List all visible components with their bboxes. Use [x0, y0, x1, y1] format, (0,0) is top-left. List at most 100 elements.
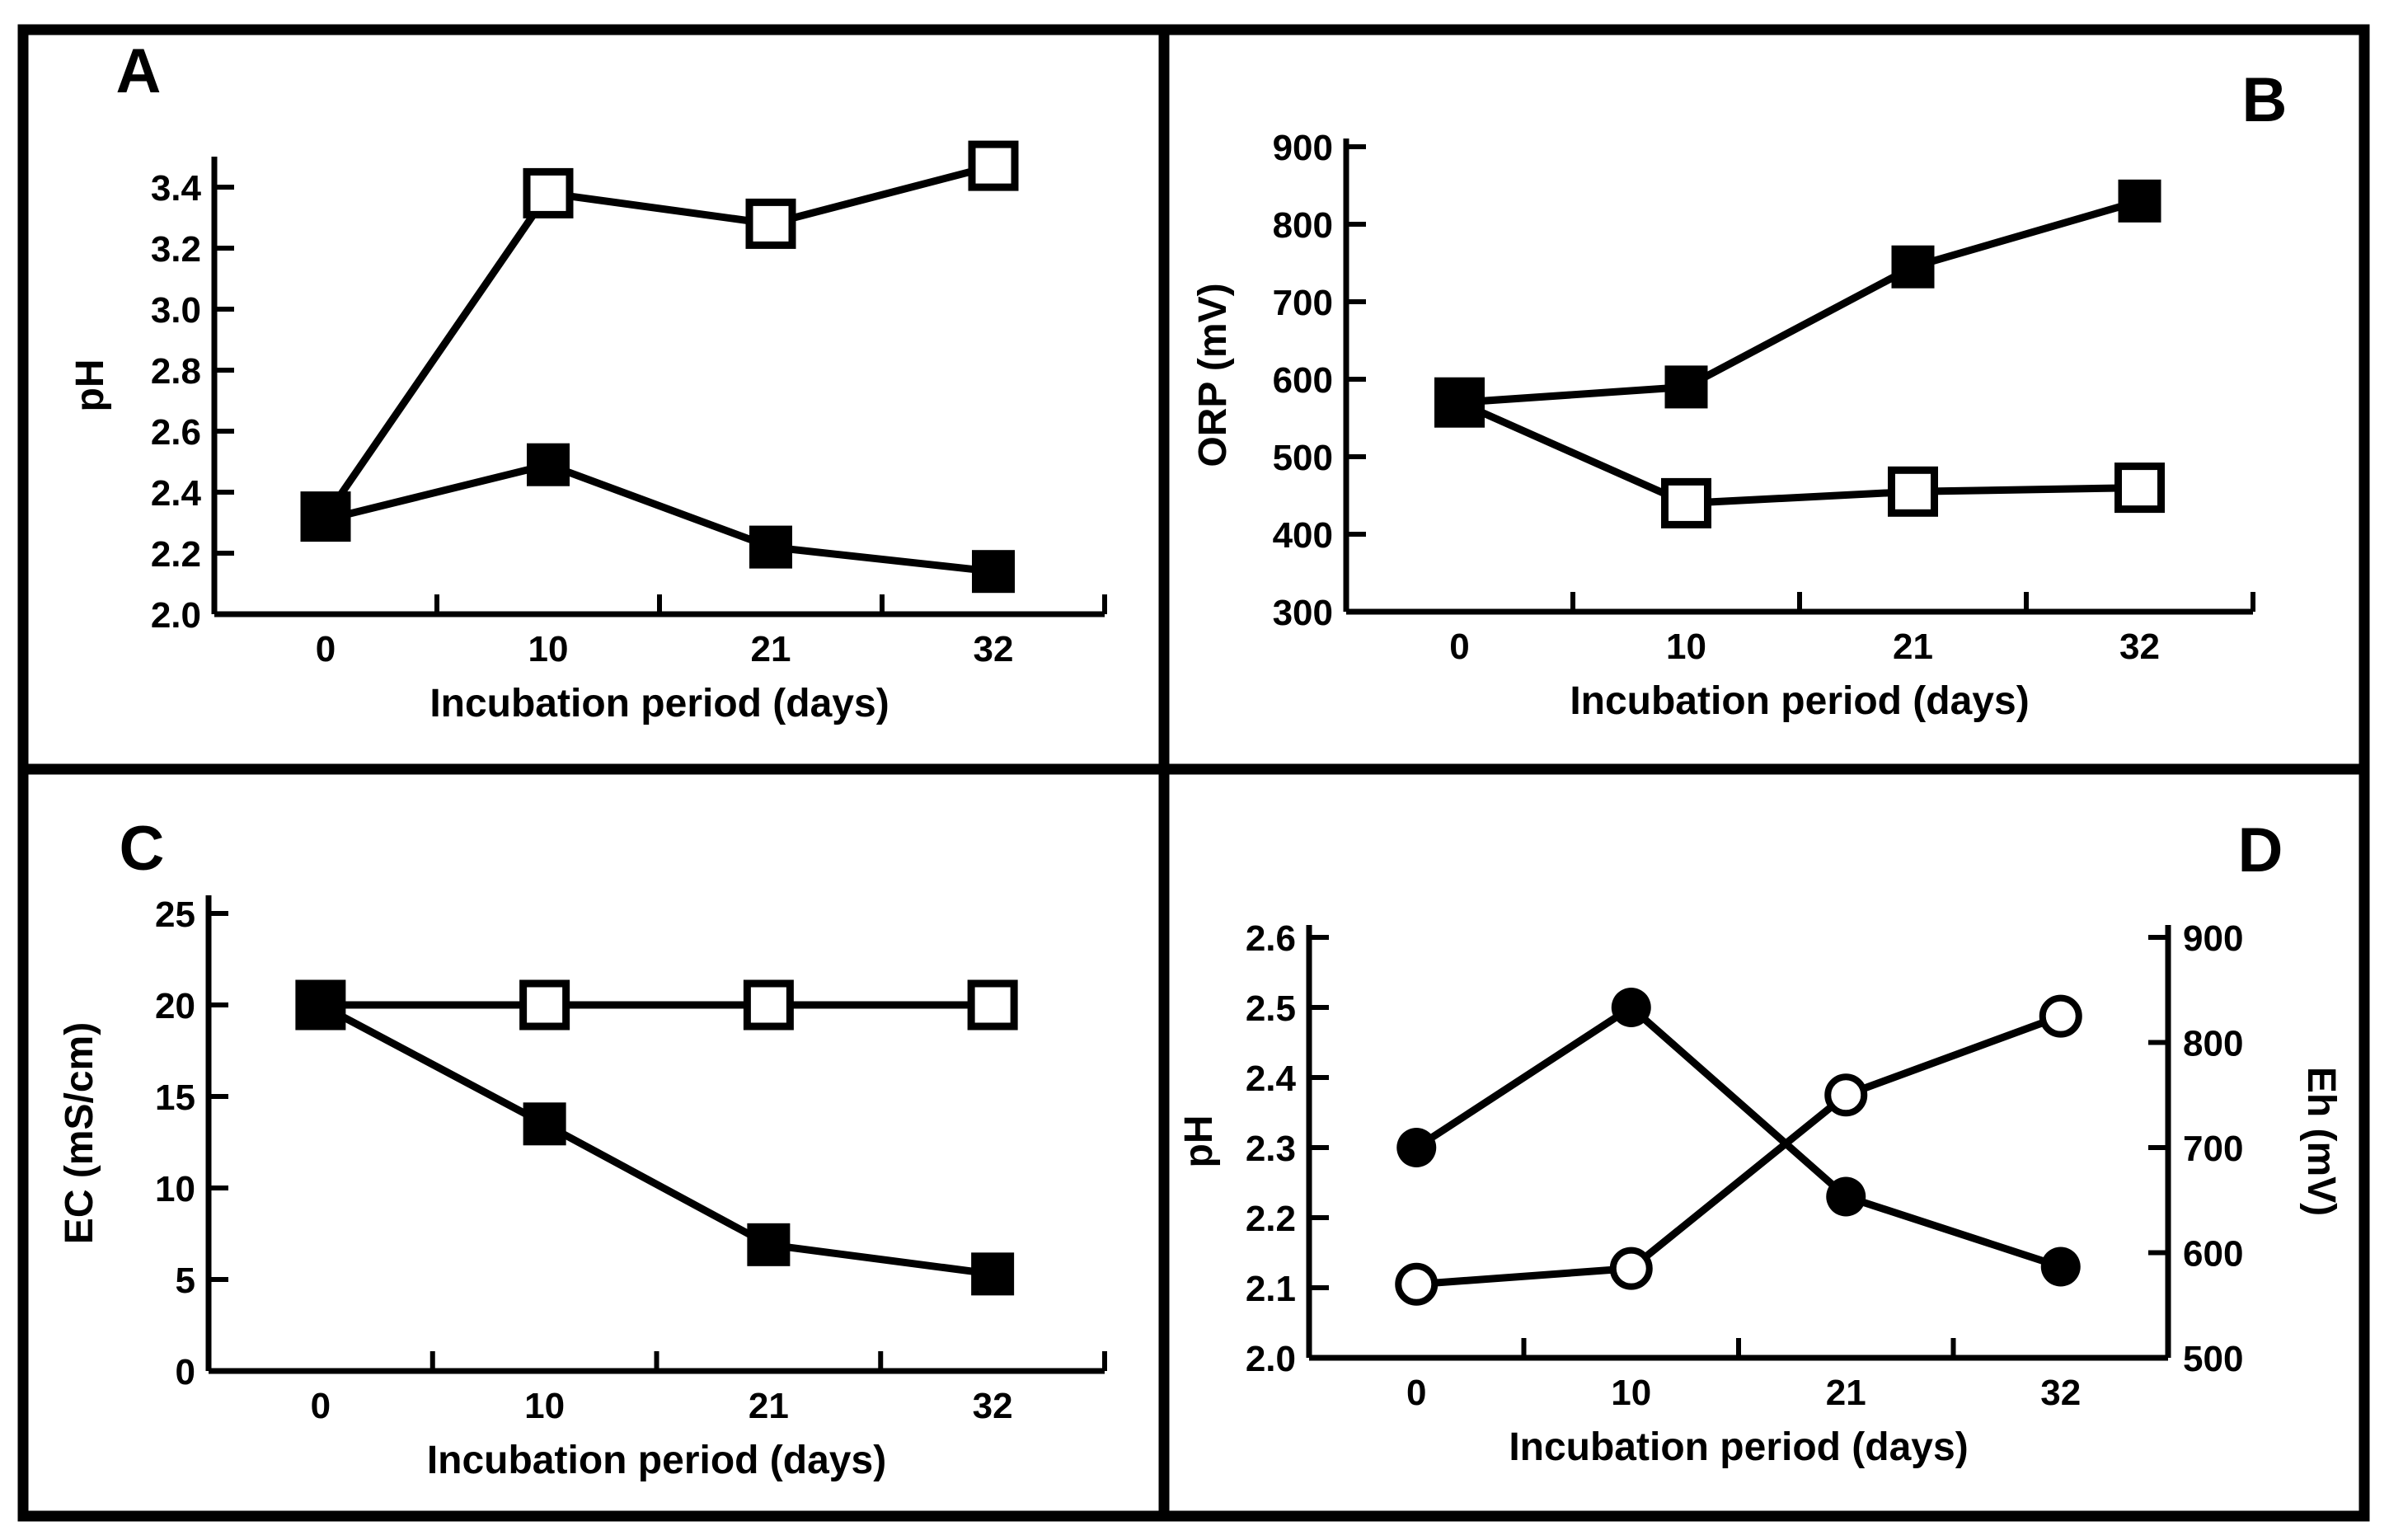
panel-b-plot: 300 400 500 600 700 800 900 0 10 21 32 Incubation p…: [1191, 128, 2255, 723]
marker-square-open: [743, 979, 794, 1031]
right-y-tick-label: 700: [2183, 1129, 2243, 1169]
marker-square-open: [967, 979, 1018, 1031]
y-axis-title: pH: [68, 359, 112, 412]
marker-square-filled: [304, 498, 347, 542]
x-axis-title: Incubation period (days): [1509, 1425, 1968, 1469]
series-line-square-filled: [324, 460, 994, 575]
marker-circle-open: [1824, 1073, 1868, 1117]
y-tick-label: 0: [176, 1352, 195, 1392]
y-axis-title: pH: [1177, 1115, 1221, 1168]
right-y-tick-label: 600: [2183, 1234, 2243, 1275]
series-line-square-filled: [318, 1002, 993, 1278]
x-axis-title: Incubation period (days): [1570, 679, 2029, 723]
x-axis-title: Incubation period (days): [429, 682, 889, 725]
y-tick-label: 600: [1273, 360, 1333, 401]
y-tick-label: 2.2: [1246, 1199, 1296, 1239]
marker-circle-filled: [1611, 988, 1651, 1027]
y-axis-title: ORP (mV): [1191, 283, 1235, 467]
series-line-square-open: [322, 162, 995, 519]
series-line-square-open: [1457, 399, 2140, 507]
x-tick-label: 10: [528, 629, 569, 669]
series-line-square-filled: [1459, 197, 2141, 406]
y-tick-label: 2.2: [151, 534, 201, 575]
panel-a: A 2.0 2.2 2.4 2.6 2.8 3.0 3.2 3.4 0 10 21 32 Incubat…: [68, 36, 1107, 725]
y-tick-label: 2.8: [151, 351, 201, 392]
x-axis-title: Incubation period (days): [427, 1439, 886, 1482]
x-tick-label: 0: [316, 629, 336, 669]
x-tick-label: 32: [2040, 1373, 2081, 1413]
marker-square-open: [519, 979, 570, 1031]
marker-square-open: [1888, 466, 1938, 517]
marker-circle-open: [1395, 1262, 1439, 1306]
y-tick-label: 3.2: [151, 229, 201, 270]
marker-square-filled: [1664, 365, 1708, 409]
y-tick-label: 5: [176, 1261, 195, 1301]
y-tick-label: 900: [1273, 128, 1333, 168]
y-tick-label: 700: [1273, 283, 1333, 323]
marker-circle-filled: [2040, 1247, 2081, 1287]
y-tick-label: 2.6: [1246, 918, 1296, 959]
y-tick-label: 2.4: [1246, 1059, 1297, 1099]
panel-a-plot: 2.0 2.2 2.4 2.6 2.8 3.0 3.2 3.4 0 10 21 32 Incubatio…: [68, 140, 1107, 725]
marker-square-filled: [523, 1102, 566, 1146]
x-tick-label: 21: [749, 1386, 789, 1426]
right-y-axis-title: Eh (mV): [2299, 1067, 2343, 1216]
x-tick-label: 32: [973, 1386, 1013, 1426]
marker-circle-filled: [1396, 1128, 1437, 1167]
marker-square-filled: [747, 1223, 791, 1266]
y-tick-label: 800: [1273, 205, 1333, 246]
y-tick-label: 20: [155, 986, 195, 1026]
x-tick-label: 10: [524, 1386, 565, 1426]
x-tick-label: 32: [2119, 627, 2160, 667]
y-tick-label: 3.4: [151, 168, 202, 209]
y-axis-title: EC (mS/cm): [58, 1022, 101, 1244]
panel-c-plot: 0 5 10 15 20 25 0 10 21 32 Incubation period (days…: [58, 894, 1107, 1482]
panel-b: B 300 400 500 600 700 800 900 0 10 21 32 Incubation…: [1191, 65, 2287, 723]
y-tick-label: 2.6: [151, 412, 201, 453]
panel-c: C 0 5 10 15 20 25 0 10 21 32 Incubation period (da…: [58, 814, 1107, 1482]
marker-circle-open: [1609, 1247, 1653, 1290]
series-line-circle-filled: [1414, 1002, 2063, 1270]
y-tick-label: 2.0: [151, 595, 201, 636]
x-tick-label: 21: [1826, 1373, 1866, 1413]
panel-c-label: C: [120, 814, 165, 884]
x-tick-label: 10: [1666, 627, 1706, 667]
panel-b-label: B: [2242, 65, 2288, 135]
marker-square-open: [2114, 462, 2165, 514]
x-tick-label: 32: [974, 629, 1014, 669]
marker-square-filled: [1891, 245, 1935, 289]
panel-d-plot: 2.0 2.1 2.2 2.3 2.4 2.5 2.6 500 600 700 800 900 0 10 2…: [1177, 918, 2343, 1469]
right-y-tick-label: 800: [2183, 1024, 2243, 1064]
y-tick-label: 15: [155, 1078, 195, 1118]
right-y-tick-label: 900: [2183, 918, 2243, 959]
y-tick-label: 10: [155, 1169, 195, 1209]
panel-a-label: A: [116, 36, 162, 106]
marker-square-filled: [1438, 381, 1481, 425]
marker-circle-filled: [1826, 1176, 1866, 1217]
y-tick-label: 500: [1273, 438, 1333, 478]
marker-square-open: [968, 140, 1019, 191]
y-tick-label: 2.3: [1246, 1129, 1296, 1169]
x-tick-label: 21: [1893, 627, 1933, 667]
right-y-tick-label: 500: [2183, 1339, 2243, 1379]
x-tick-label: 21: [751, 629, 791, 669]
marker-square-filled: [298, 984, 342, 1026]
marker-square-filled: [749, 525, 792, 569]
marker-square-filled: [2118, 179, 2161, 223]
y-tick-label: 2.4: [151, 473, 202, 514]
marker-square-filled: [971, 1252, 1015, 1296]
series-line-circle-open: [1415, 1012, 2063, 1289]
panel-d: D 2.0 2.1 2.2 2.3 2.4 2.5 2.6 500 600 700 800 900 0 1…: [1177, 815, 2343, 1469]
x-tick-label: 0: [311, 1386, 331, 1426]
marker-square-open: [745, 198, 796, 249]
y-tick-label: 2.5: [1246, 988, 1296, 1029]
marker-circle-open: [2039, 994, 2082, 1038]
x-tick-label: 10: [1611, 1373, 1651, 1413]
y-tick-label: 400: [1273, 515, 1333, 556]
y-tick-label: 300: [1273, 593, 1333, 633]
x-tick-label: 0: [1406, 1373, 1426, 1413]
y-tick-label: 25: [155, 894, 195, 935]
x-tick-label: 0: [1449, 627, 1469, 667]
